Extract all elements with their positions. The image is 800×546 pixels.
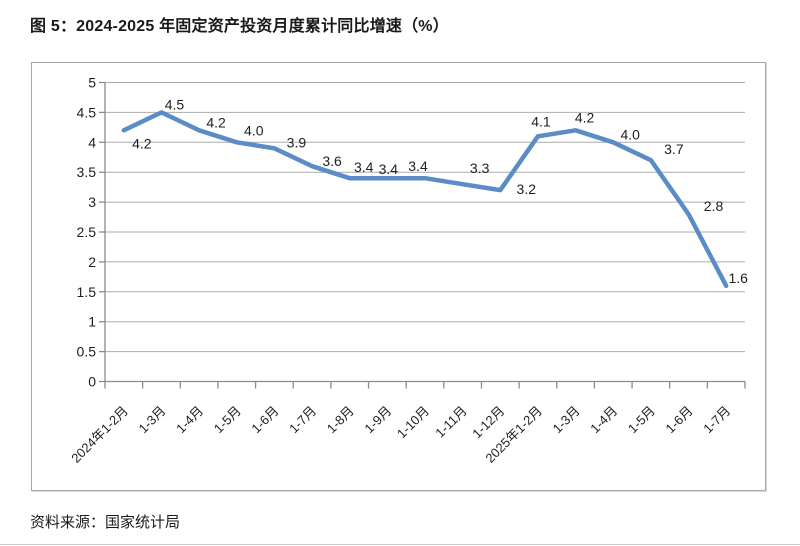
chart-frame: 0 0.5 1 1.5 2 2.5 3 3.5 4 4.5 5 2024年1-2月 1-3月 1-4月 1-… [31,62,766,491]
y-tick-label: 4 [88,134,96,150]
data-label: 4.1 [531,113,551,129]
data-label: 3.2 [517,181,537,197]
x-tick-label: 1-5月 [211,403,244,436]
data-label: 3.4 [408,158,428,174]
data-label: 4.2 [132,135,152,151]
data-label: 4.0 [244,122,264,138]
y-tick-label: 2 [88,254,96,270]
data-label: 4.5 [165,96,185,112]
x-tick-label: 1-3月 [550,403,583,436]
data-series-line [121,110,729,289]
data-label: 3.6 [322,153,342,169]
data-label: 4.2 [206,114,226,130]
data-label: 3.4 [354,159,374,175]
figure-title: 图 5：2024-2025 年固定资产投资月度累计同比增速（%） [30,18,449,35]
x-tick-label: 1-7月 [286,403,319,436]
data-label: 3.4 [379,161,399,177]
y-tick-label: 3 [88,194,96,210]
x-tick-label: 1-7月 [700,403,733,436]
data-label: 3.7 [664,141,684,157]
data-label: 2.8 [704,198,724,214]
data-label: 4.2 [575,109,595,125]
source-text: 资料来源：国家统计局 [30,514,181,531]
data-label: 4.0 [621,126,641,142]
y-tick-label: 5 [88,75,96,91]
x-tick-label: 1-8月 [324,403,357,436]
bottom-divider [0,544,800,545]
x-tick-label: 1-10月 [394,403,432,441]
x-tick-label: 2024年1-2月 [68,403,131,466]
y-tick-label: 0.5 [77,344,97,360]
x-tick-label: 1-4月 [587,403,620,436]
x-tick-label: 1-11月 [432,403,470,441]
x-tick-label: 1-9月 [361,403,394,436]
y-tick-label: 0 [88,374,96,390]
y-tick-label: 2.5 [77,224,97,240]
y-tick-label: 1.5 [77,284,97,300]
y-tick-label: 1 [88,314,96,330]
data-label: 1.6 [728,270,748,286]
x-tick-label: 1-6月 [248,403,281,436]
data-label: 3.3 [470,160,490,176]
data-label: 3.9 [287,134,307,150]
x-tick-label: 1-4月 [173,403,206,436]
x-tick-label: 1-5月 [625,403,658,436]
x-tick-label: 1-6月 [663,403,696,436]
y-tick-label: 4.5 [77,104,97,120]
x-tick-label: 1-3月 [136,403,169,436]
y-tick-label: 3.5 [77,164,97,180]
